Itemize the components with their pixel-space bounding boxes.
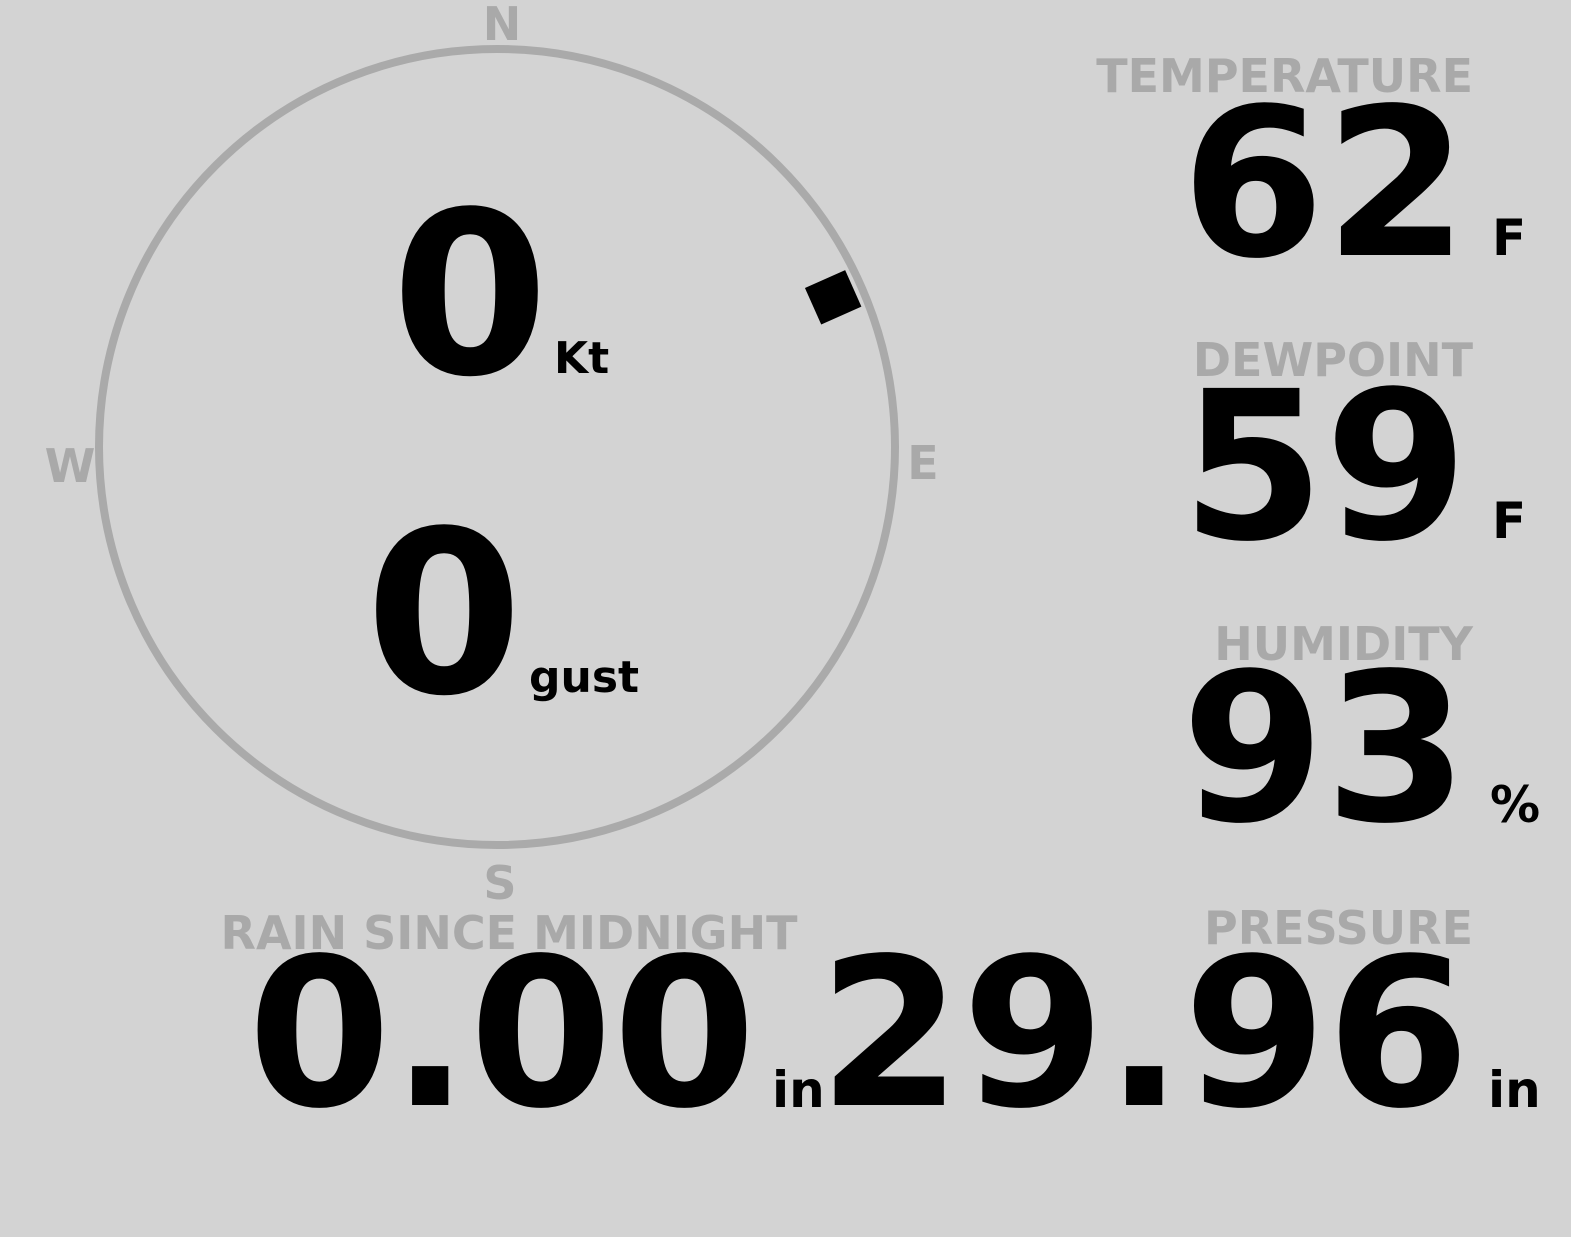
- compass-n: N: [483, 0, 522, 51]
- dewpoint-unit: F: [1492, 492, 1526, 550]
- humidity-unit: %: [1490, 776, 1540, 834]
- temperature-unit: F: [1492, 209, 1526, 267]
- temperature-label: TEMPERATURE: [1096, 49, 1473, 103]
- compass-e: E: [907, 436, 938, 490]
- wind-speed-unit: Kt: [554, 333, 609, 384]
- rain-value: 0.00: [248, 914, 756, 1154]
- temperature-value: 62: [1181, 64, 1468, 304]
- compass-s: S: [483, 856, 516, 910]
- rain-unit: in: [772, 1061, 825, 1119]
- wind-speed: 0: [391, 164, 548, 427]
- humidity-label: HUMIDITY: [1214, 617, 1473, 671]
- humidity-value: 93: [1181, 629, 1468, 869]
- dewpoint-label: DEWPOINT: [1193, 333, 1474, 387]
- pressure-label: PRESSURE: [1204, 901, 1473, 955]
- pressure-value: 29.96: [818, 914, 1470, 1154]
- compass-ring: [95, 45, 899, 849]
- wind-direction-marker: [804, 270, 862, 325]
- wind-gust: 0: [365, 483, 522, 746]
- dewpoint-value: 59: [1181, 347, 1468, 587]
- compass-w: W: [45, 439, 96, 493]
- pressure-unit: in: [1488, 1061, 1541, 1119]
- rain-label: RAIN SINCE MIDNIGHT: [221, 906, 799, 960]
- wind-gust-unit: gust: [529, 652, 639, 703]
